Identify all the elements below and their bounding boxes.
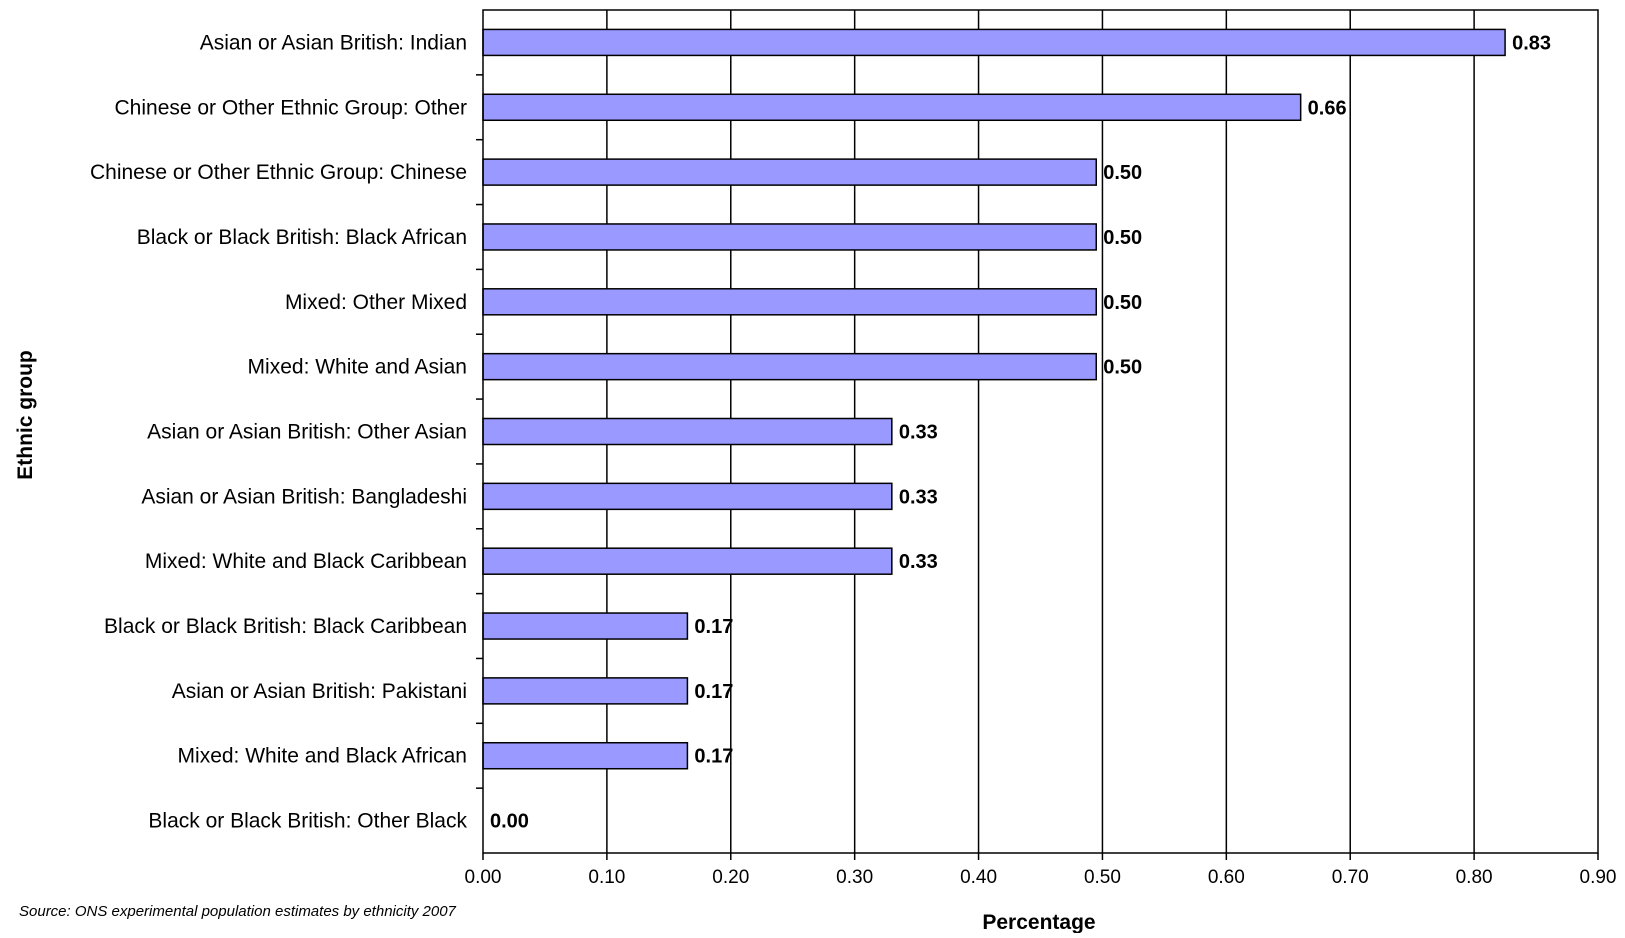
data-label: 0.83 (1512, 32, 1551, 54)
x-tick-label: 0.90 (1580, 867, 1617, 888)
category-label: Asian or Asian British: Indian (200, 31, 467, 54)
category-label: Chinese or Other Ethnic Group: Chinese (90, 161, 467, 184)
bar (482, 417, 893, 446)
x-tick-label: 0.80 (1456, 867, 1493, 888)
x-tick-label: 0.40 (960, 867, 997, 888)
data-label: 0.50 (1103, 357, 1142, 379)
data-label: 0.00 (490, 811, 529, 833)
category-label: Mixed: White and Asian (248, 356, 467, 379)
category-label: Asian or Asian British: Bangladeshi (141, 485, 467, 508)
plot-area-border (482, 9, 1599, 854)
bar (482, 288, 1097, 316)
x-tick-label: 0.60 (1208, 867, 1245, 888)
x-tick-label: 0.00 (465, 867, 502, 888)
x-tick-label: 0.20 (712, 867, 749, 888)
bar (482, 158, 1097, 186)
data-label: 0.33 (899, 422, 938, 444)
x-tick-label: 0.70 (1332, 867, 1369, 888)
x-tick-label: 0.10 (588, 867, 625, 888)
x-tick-label: 0.30 (836, 867, 873, 888)
data-label: 0.17 (694, 681, 733, 703)
data-label: 0.33 (899, 551, 938, 573)
axes (476, 9, 1599, 860)
category-label: Mixed: White and Black African (178, 745, 467, 768)
category-label: Mixed: Other Mixed (285, 291, 467, 314)
x-axis-title: Percentage (982, 911, 1095, 933)
bar (482, 612, 689, 640)
source-note: Source: ONS experimental population esti… (19, 903, 457, 920)
bar (482, 223, 1097, 251)
data-label: 0.17 (694, 616, 733, 638)
bar (482, 482, 893, 511)
bars (482, 28, 1506, 770)
bar (482, 677, 689, 705)
data-label: 0.50 (1103, 162, 1142, 184)
bar (482, 28, 1506, 57)
bar (482, 93, 1302, 122)
data-label: 0.50 (1103, 227, 1142, 249)
data-label: 0.17 (694, 746, 733, 768)
category-label: Asian or Asian British: Pakistani (172, 680, 467, 703)
category-label: Black or Black British: Other Black (148, 810, 467, 833)
data-label: 0.33 (899, 486, 938, 508)
bar (482, 352, 1097, 381)
bar (482, 741, 689, 770)
data-label: 0.66 (1308, 97, 1347, 119)
y-axis-title: Ethnic group (14, 350, 37, 480)
data-label: 0.50 (1103, 292, 1142, 314)
category-label: Mixed: White and Black Caribbean (145, 550, 467, 573)
bar (482, 547, 893, 575)
x-tick-label: 0.50 (1084, 867, 1121, 888)
category-label: Black or Black British: Black African (137, 226, 467, 249)
category-label: Asian or Asian British: Other Asian (147, 421, 467, 444)
labels: 0.00 0.10 0.20 0.30 0.40 0.50 0.60 0.70 0.80 0.90… (90, 31, 1617, 888)
category-label: Black or Black British: Black Caribbean (104, 615, 467, 638)
category-label: Chinese or Other Ethnic Group: Other (115, 96, 468, 119)
